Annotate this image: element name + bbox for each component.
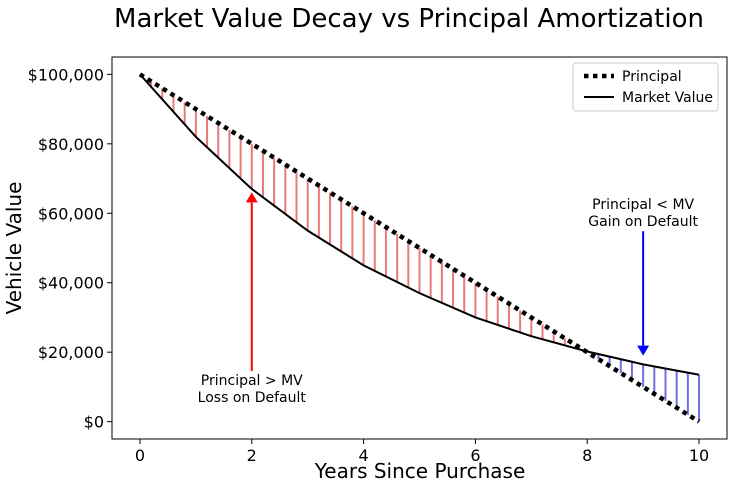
x-axis: 0 2 4 6 8 10 [135,439,709,465]
y-tick-label: $20,000 [38,343,104,362]
y-tick-label: $80,000 [38,135,104,154]
y-tick-label: $100,000 [28,65,104,84]
y-tick-label: $0 [84,413,104,432]
chart-title: Market Value Decay vs Principal Amortiza… [114,4,704,34]
legend: Principal Market Value [572,62,719,112]
x-tick-label: 0 [135,446,145,465]
y-tick-label: $60,000 [38,204,104,223]
x-tick-label: 6 [470,446,480,465]
x-tick-label: 10 [689,446,709,465]
annotations: Principal > MV Loss on Default Principal <… [198,192,698,406]
y-axis-label: Vehicle Value [2,182,26,315]
x-tick-label: 2 [247,446,257,465]
y-axis: $0 $20,000 $40,000 $60,000 $80,000 $100,000 [28,65,112,432]
legend-principal-label: Principal [622,69,682,85]
fill-region [150,81,701,422]
annotation-gain-text: Principal < MV Gain on Default [588,197,698,230]
y-tick-label: $40,000 [38,274,104,293]
series-layer [138,72,701,424]
legend-market-value-label: Market Value [622,90,713,106]
series-principal-line [138,72,701,424]
x-tick-label: 8 [582,446,592,465]
series-market-value-line [139,73,700,376]
x-axis-label: Years Since Purchase [314,459,526,483]
plot-frame [111,56,728,440]
legend-frame [572,62,719,112]
annotation-arrow-head [245,192,258,203]
x-tick-label: 4 [358,446,368,465]
annotation-loss-text: Principal > MV Loss on Default [198,373,307,406]
annotation-arrow-head [637,345,650,356]
